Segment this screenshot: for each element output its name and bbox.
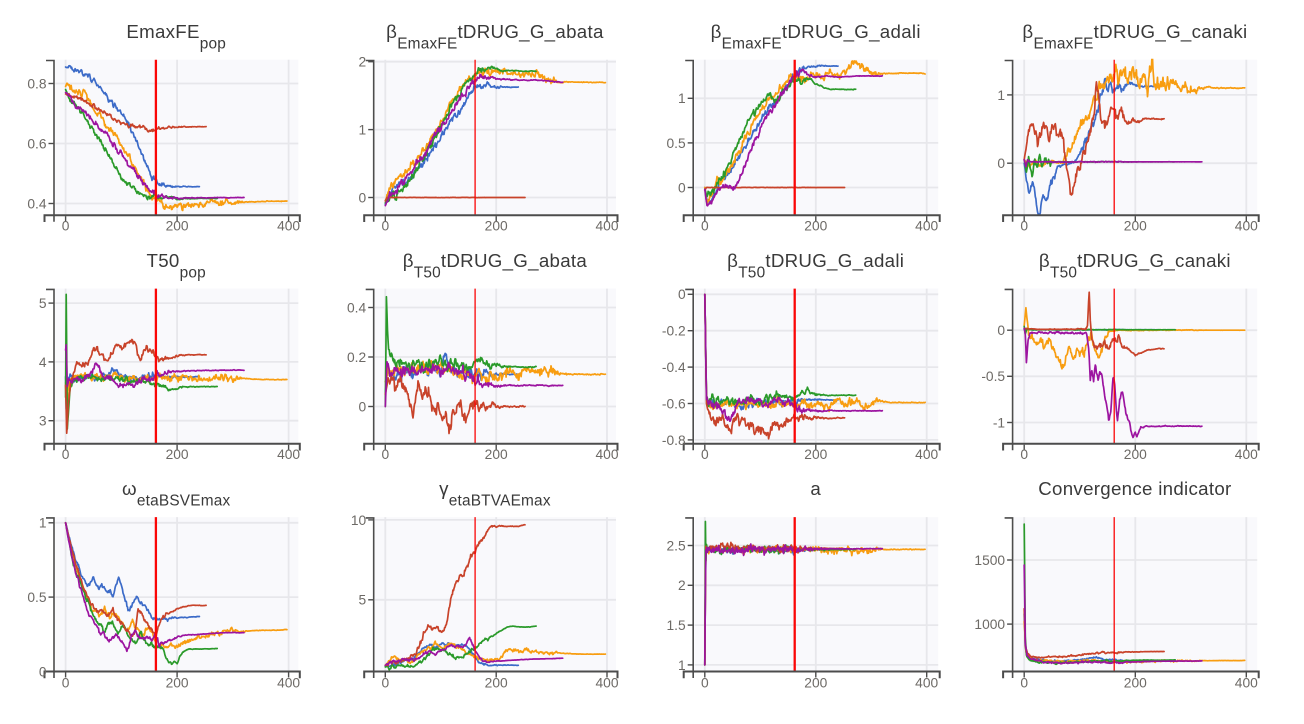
- svg-text:0.6: 0.6: [27, 136, 47, 151]
- svg-text:0: 0: [678, 180, 686, 195]
- svg-text:0: 0: [701, 219, 709, 234]
- svg-text:200: 200: [485, 447, 508, 462]
- svg-text:0.2: 0.2: [347, 350, 366, 365]
- svg-text:10: 10: [351, 513, 367, 528]
- svg-text:0: 0: [381, 675, 389, 690]
- svg-text:0: 0: [701, 447, 709, 462]
- svg-text:200: 200: [804, 219, 827, 234]
- svg-text:0: 0: [381, 219, 389, 234]
- svg-text:0: 0: [1020, 219, 1028, 234]
- svg-text:-0.6: -0.6: [662, 396, 686, 411]
- svg-text:200: 200: [804, 675, 827, 690]
- svg-text:0: 0: [39, 664, 47, 679]
- svg-text:1: 1: [39, 516, 47, 531]
- svg-text:5: 5: [359, 593, 367, 608]
- svg-text:400: 400: [277, 447, 300, 462]
- svg-text:200: 200: [166, 219, 189, 234]
- svg-text:1000: 1000: [974, 617, 1005, 632]
- svg-text:200: 200: [485, 219, 508, 234]
- svg-text:200: 200: [166, 675, 189, 690]
- svg-text:-0.4: -0.4: [662, 360, 686, 375]
- svg-text:0.5: 0.5: [667, 136, 687, 151]
- svg-text:200: 200: [1124, 447, 1147, 462]
- svg-text:0: 0: [701, 675, 709, 690]
- svg-text:0: 0: [997, 323, 1005, 338]
- svg-text:0: 0: [62, 675, 70, 690]
- svg-text:1: 1: [678, 91, 686, 106]
- svg-text:0: 0: [997, 156, 1005, 171]
- svg-text:0: 0: [1020, 675, 1028, 690]
- svg-text:0: 0: [359, 399, 367, 414]
- svg-text:-0.5: -0.5: [981, 369, 1005, 384]
- svg-text:400: 400: [595, 219, 618, 234]
- svg-text:400: 400: [277, 219, 300, 234]
- svg-text:200: 200: [485, 675, 508, 690]
- svg-text:0.8: 0.8: [27, 76, 47, 91]
- svg-text:0: 0: [359, 190, 367, 205]
- svg-text:Convergence indicator: Convergence indicator: [1038, 478, 1231, 499]
- svg-text:400: 400: [1235, 447, 1258, 462]
- svg-text:2.5: 2.5: [667, 538, 687, 553]
- svg-text:4: 4: [39, 355, 47, 370]
- svg-text:0: 0: [62, 219, 70, 234]
- svg-text:3: 3: [39, 414, 47, 429]
- svg-text:400: 400: [595, 675, 618, 690]
- svg-text:200: 200: [1124, 219, 1147, 234]
- svg-text:200: 200: [804, 447, 827, 462]
- svg-text:400: 400: [915, 675, 938, 690]
- svg-text:2: 2: [359, 55, 367, 70]
- svg-text:-1: -1: [993, 415, 1005, 430]
- svg-text:1.5: 1.5: [667, 618, 687, 633]
- svg-text:400: 400: [915, 447, 938, 462]
- svg-text:0: 0: [1020, 447, 1028, 462]
- svg-text:1: 1: [678, 658, 686, 673]
- svg-text:400: 400: [1235, 219, 1258, 234]
- svg-text:1500: 1500: [974, 553, 1005, 568]
- svg-text:0.4: 0.4: [27, 196, 47, 211]
- svg-text:0.4: 0.4: [347, 300, 367, 315]
- svg-text:0.5: 0.5: [27, 590, 47, 605]
- svg-text:0: 0: [381, 447, 389, 462]
- svg-text:0: 0: [678, 287, 686, 302]
- svg-text:400: 400: [277, 675, 300, 690]
- svg-text:0: 0: [62, 447, 70, 462]
- svg-text:2: 2: [678, 578, 686, 593]
- svg-text:200: 200: [1124, 675, 1147, 690]
- svg-text:400: 400: [595, 447, 618, 462]
- svg-text:a: a: [810, 478, 821, 499]
- svg-text:1: 1: [997, 88, 1005, 103]
- svg-text:1: 1: [359, 123, 367, 138]
- svg-text:5: 5: [39, 296, 47, 311]
- svg-text:200: 200: [166, 447, 189, 462]
- svg-text:400: 400: [915, 219, 938, 234]
- svg-text:400: 400: [1235, 675, 1258, 690]
- svg-text:-0.8: -0.8: [662, 433, 686, 448]
- svg-text:-0.2: -0.2: [662, 324, 686, 339]
